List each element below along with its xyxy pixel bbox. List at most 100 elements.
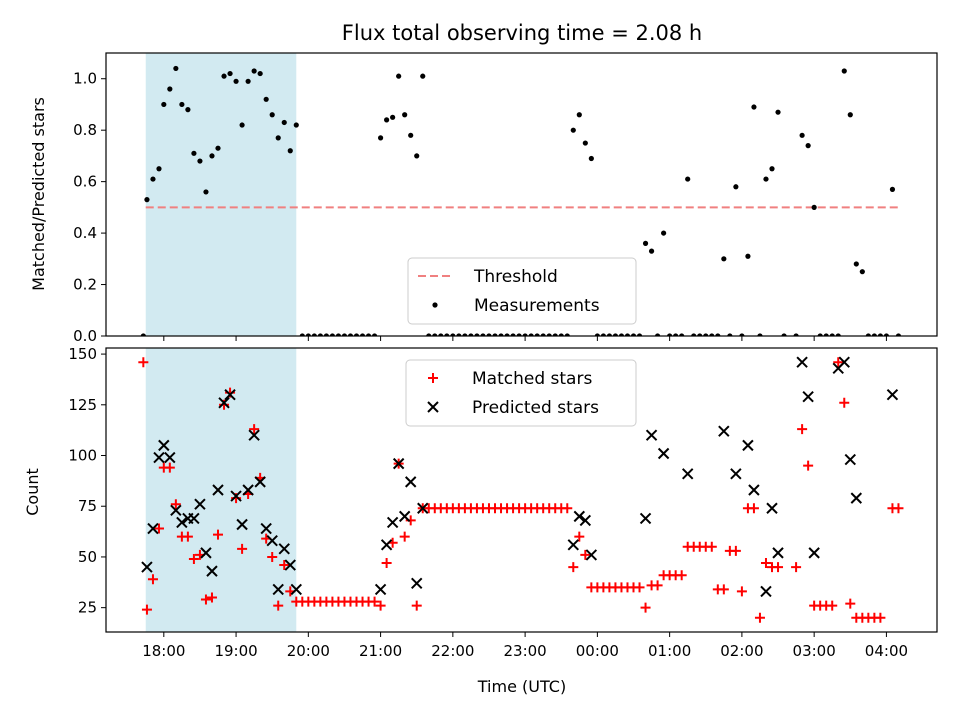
measurement-point [281, 119, 287, 126]
predicted-star-point [284, 559, 296, 571]
measurement-point [408, 132, 414, 138]
measurement-point [721, 256, 727, 262]
measurement-point [522, 333, 528, 336]
matched-star-point [760, 558, 771, 569]
y-tick-label: 0.4 [73, 224, 97, 242]
measurement-point [763, 176, 769, 182]
measurement-point [347, 333, 354, 336]
measurement-point [474, 333, 480, 336]
measurement-point [341, 333, 348, 336]
matched-star-point [153, 523, 164, 534]
measurement-point [414, 153, 420, 159]
matched-star-point [213, 529, 224, 540]
measurement-point [329, 333, 336, 336]
matched-star-point [827, 600, 838, 611]
measurement-point [371, 333, 378, 336]
predicted-star-point [248, 429, 260, 441]
measurement-point [552, 333, 558, 336]
measurement-point [335, 333, 342, 336]
predicted-star-point [404, 476, 417, 488]
matched-star-point [580, 549, 591, 560]
measurement-point [140, 333, 146, 336]
predicted-star-point [242, 484, 254, 496]
measurement-point [161, 101, 167, 108]
y-tick-label: 1.0 [73, 70, 97, 88]
predicted-star-point [218, 397, 230, 409]
measurement-point [185, 107, 191, 113]
measurement-point [558, 333, 564, 336]
panel-frame [105, 52, 938, 337]
measurement-point [667, 333, 673, 336]
measurement-point [709, 333, 715, 336]
observing-span [145, 53, 297, 336]
measurement-point [642, 240, 649, 246]
measurement-point [275, 135, 281, 141]
matched-star-point [833, 357, 844, 368]
predicted-star-point [278, 543, 290, 555]
matched-star-point [839, 397, 850, 408]
predicted-star-point [417, 502, 429, 514]
measurement-point [739, 333, 745, 336]
measurement-point [173, 65, 179, 72]
legend-label: Matched stars [472, 369, 592, 389]
measurement-point [390, 114, 396, 120]
legend-label: Measurements [474, 296, 600, 316]
matched-star-point [170, 499, 181, 510]
measurement-point [492, 333, 498, 336]
measurement-point [624, 333, 631, 336]
measurement-point [715, 333, 721, 336]
matched-star-point [188, 553, 199, 564]
legend-box [405, 359, 637, 427]
predicted-star-point [838, 356, 850, 368]
predicted-star-point [579, 514, 592, 527]
measurement-point [480, 333, 486, 336]
measurement-point [799, 132, 805, 138]
predicted-star-point [374, 583, 387, 596]
y-tick-label: 0.6 [73, 173, 97, 191]
x-tick-label: 04:00 [865, 642, 908, 660]
measurement-point [245, 78, 251, 84]
matched-star-point [791, 562, 802, 573]
matched-star-point [748, 503, 759, 514]
matched-star-point [562, 503, 573, 514]
y-tick-label: 150 [68, 345, 97, 363]
predicted-star-point [748, 484, 760, 496]
predicted-star-point [212, 484, 224, 496]
measurement-point [540, 333, 546, 336]
predicted-star-point [272, 583, 284, 596]
bottom-ylabel: Count [23, 468, 42, 516]
measurement-point [871, 333, 877, 336]
measurement-point [612, 333, 619, 336]
predicted-star-point [573, 510, 586, 523]
legend-label: Predicted stars [472, 398, 599, 418]
predicted-star-point [386, 516, 399, 529]
measurement-point [156, 166, 162, 172]
measurement-point [594, 333, 600, 336]
measurement-point [353, 333, 360, 336]
predicted-star-point [657, 447, 670, 460]
legend-matched-swatch [428, 373, 438, 383]
measurement-point [805, 143, 811, 149]
y-tick-label: 75 [78, 497, 97, 515]
predicted-star-point [802, 390, 814, 403]
matched-star-point [797, 424, 808, 435]
predicted-star-point [153, 451, 165, 464]
measurement-point [215, 145, 221, 151]
plot-area [140, 65, 902, 336]
predicted-star-point [681, 468, 694, 480]
bottom-xlabel: Time (UTC) [477, 677, 566, 696]
measurement-point [287, 148, 293, 154]
matched-star-point [730, 545, 741, 556]
measurement-point [456, 333, 462, 336]
matched-star-point [369, 596, 380, 607]
measurement-point [781, 333, 787, 336]
measurement-point [576, 112, 582, 118]
legend-measurement-swatch [432, 302, 438, 308]
measurement-point [444, 333, 450, 336]
predicted-star-point [266, 535, 278, 547]
top-ylabel: Matched/Predicted stars [29, 97, 48, 291]
matched-star-point [375, 600, 386, 611]
measurement-point [793, 333, 799, 336]
matched-star-point [273, 600, 284, 611]
